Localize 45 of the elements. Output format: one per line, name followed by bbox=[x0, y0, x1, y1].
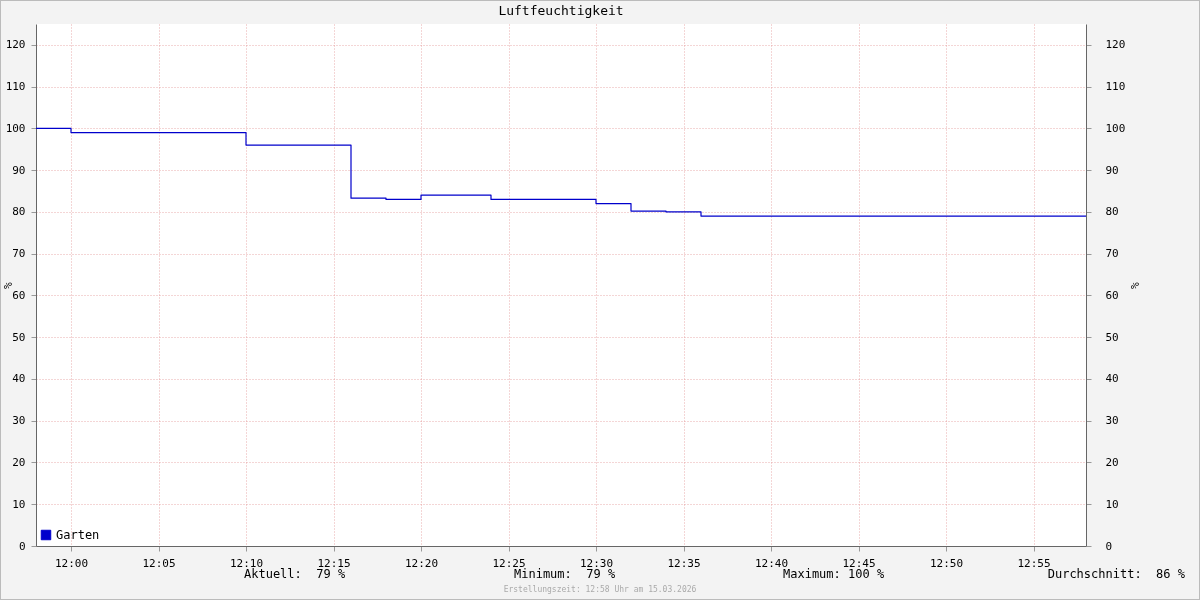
y2-tick-label: 120 bbox=[1105, 38, 1126, 52]
x-tick-label: 12:20 bbox=[404, 556, 439, 570]
y2-tick-label: 80 bbox=[1105, 205, 1119, 219]
y2-tick-label: 60 bbox=[1105, 288, 1119, 302]
y-tick-label: 120 bbox=[5, 38, 26, 52]
x-tick-label: 12:55 bbox=[1017, 556, 1051, 570]
y-tick-label: 60 bbox=[12, 288, 26, 302]
text: Minimum: 79 % bbox=[514, 567, 616, 581]
y2-tick-label: 70 bbox=[1105, 247, 1119, 261]
legend-label: Garten bbox=[56, 528, 100, 542]
x-tick-label: 12:50 bbox=[929, 556, 964, 570]
y2-tick-label: 30 bbox=[1105, 414, 1119, 428]
y-tick-label: 70 bbox=[12, 247, 26, 261]
text: Aktuell: 79 % bbox=[244, 567, 346, 581]
x-tick-label: 12:00 bbox=[54, 556, 89, 570]
y2-tick-label: 40 bbox=[1105, 372, 1119, 386]
y-tick-label: 40 bbox=[12, 372, 26, 386]
y-tick-label: 90 bbox=[12, 163, 26, 177]
text: Durchschnitt: 86 % bbox=[1047, 567, 1185, 581]
x-tick-label: 12:40 bbox=[754, 556, 789, 570]
y-tick-label: 10 bbox=[12, 497, 26, 511]
x-tick-label: 12:30 bbox=[579, 556, 614, 570]
y-tick-label: 30 bbox=[12, 414, 26, 428]
y-tick-label: 80 bbox=[12, 205, 26, 219]
x-tick-label: 12:45 bbox=[842, 556, 876, 570]
y2-tick-label: 50 bbox=[1105, 330, 1119, 344]
x-tick-label: 12:05 bbox=[142, 556, 176, 570]
text: Maximum: 100 % bbox=[783, 567, 885, 581]
y-tick-label: 20 bbox=[12, 455, 26, 469]
y2-axis-title: % bbox=[1128, 282, 1142, 290]
y-axis-title: % bbox=[0, 282, 14, 290]
y2-tick-label: 100 bbox=[1105, 121, 1126, 135]
y-tick-label: 0 bbox=[18, 539, 26, 553]
y2-tick-label: 110 bbox=[1105, 80, 1126, 94]
chart-title: Luftfeuchtigkeit bbox=[498, 3, 624, 18]
x-tick-label: 12:15 bbox=[317, 556, 351, 570]
x-tick-label: 12:35 bbox=[667, 556, 701, 570]
y2-tick-label: 20 bbox=[1105, 455, 1119, 469]
y2-tick-label: 0 bbox=[1105, 539, 1113, 553]
y-tick-label: 110 bbox=[5, 80, 26, 94]
y2-tick-label: 90 bbox=[1105, 163, 1119, 177]
y-tick-label: 100 bbox=[5, 121, 26, 135]
y2-tick-label: 10 bbox=[1105, 497, 1119, 511]
text: Erstellungszeit: 12:58 Uhr am 15.03.2026 bbox=[502, 585, 698, 594]
y-tick-label: 50 bbox=[12, 330, 26, 344]
